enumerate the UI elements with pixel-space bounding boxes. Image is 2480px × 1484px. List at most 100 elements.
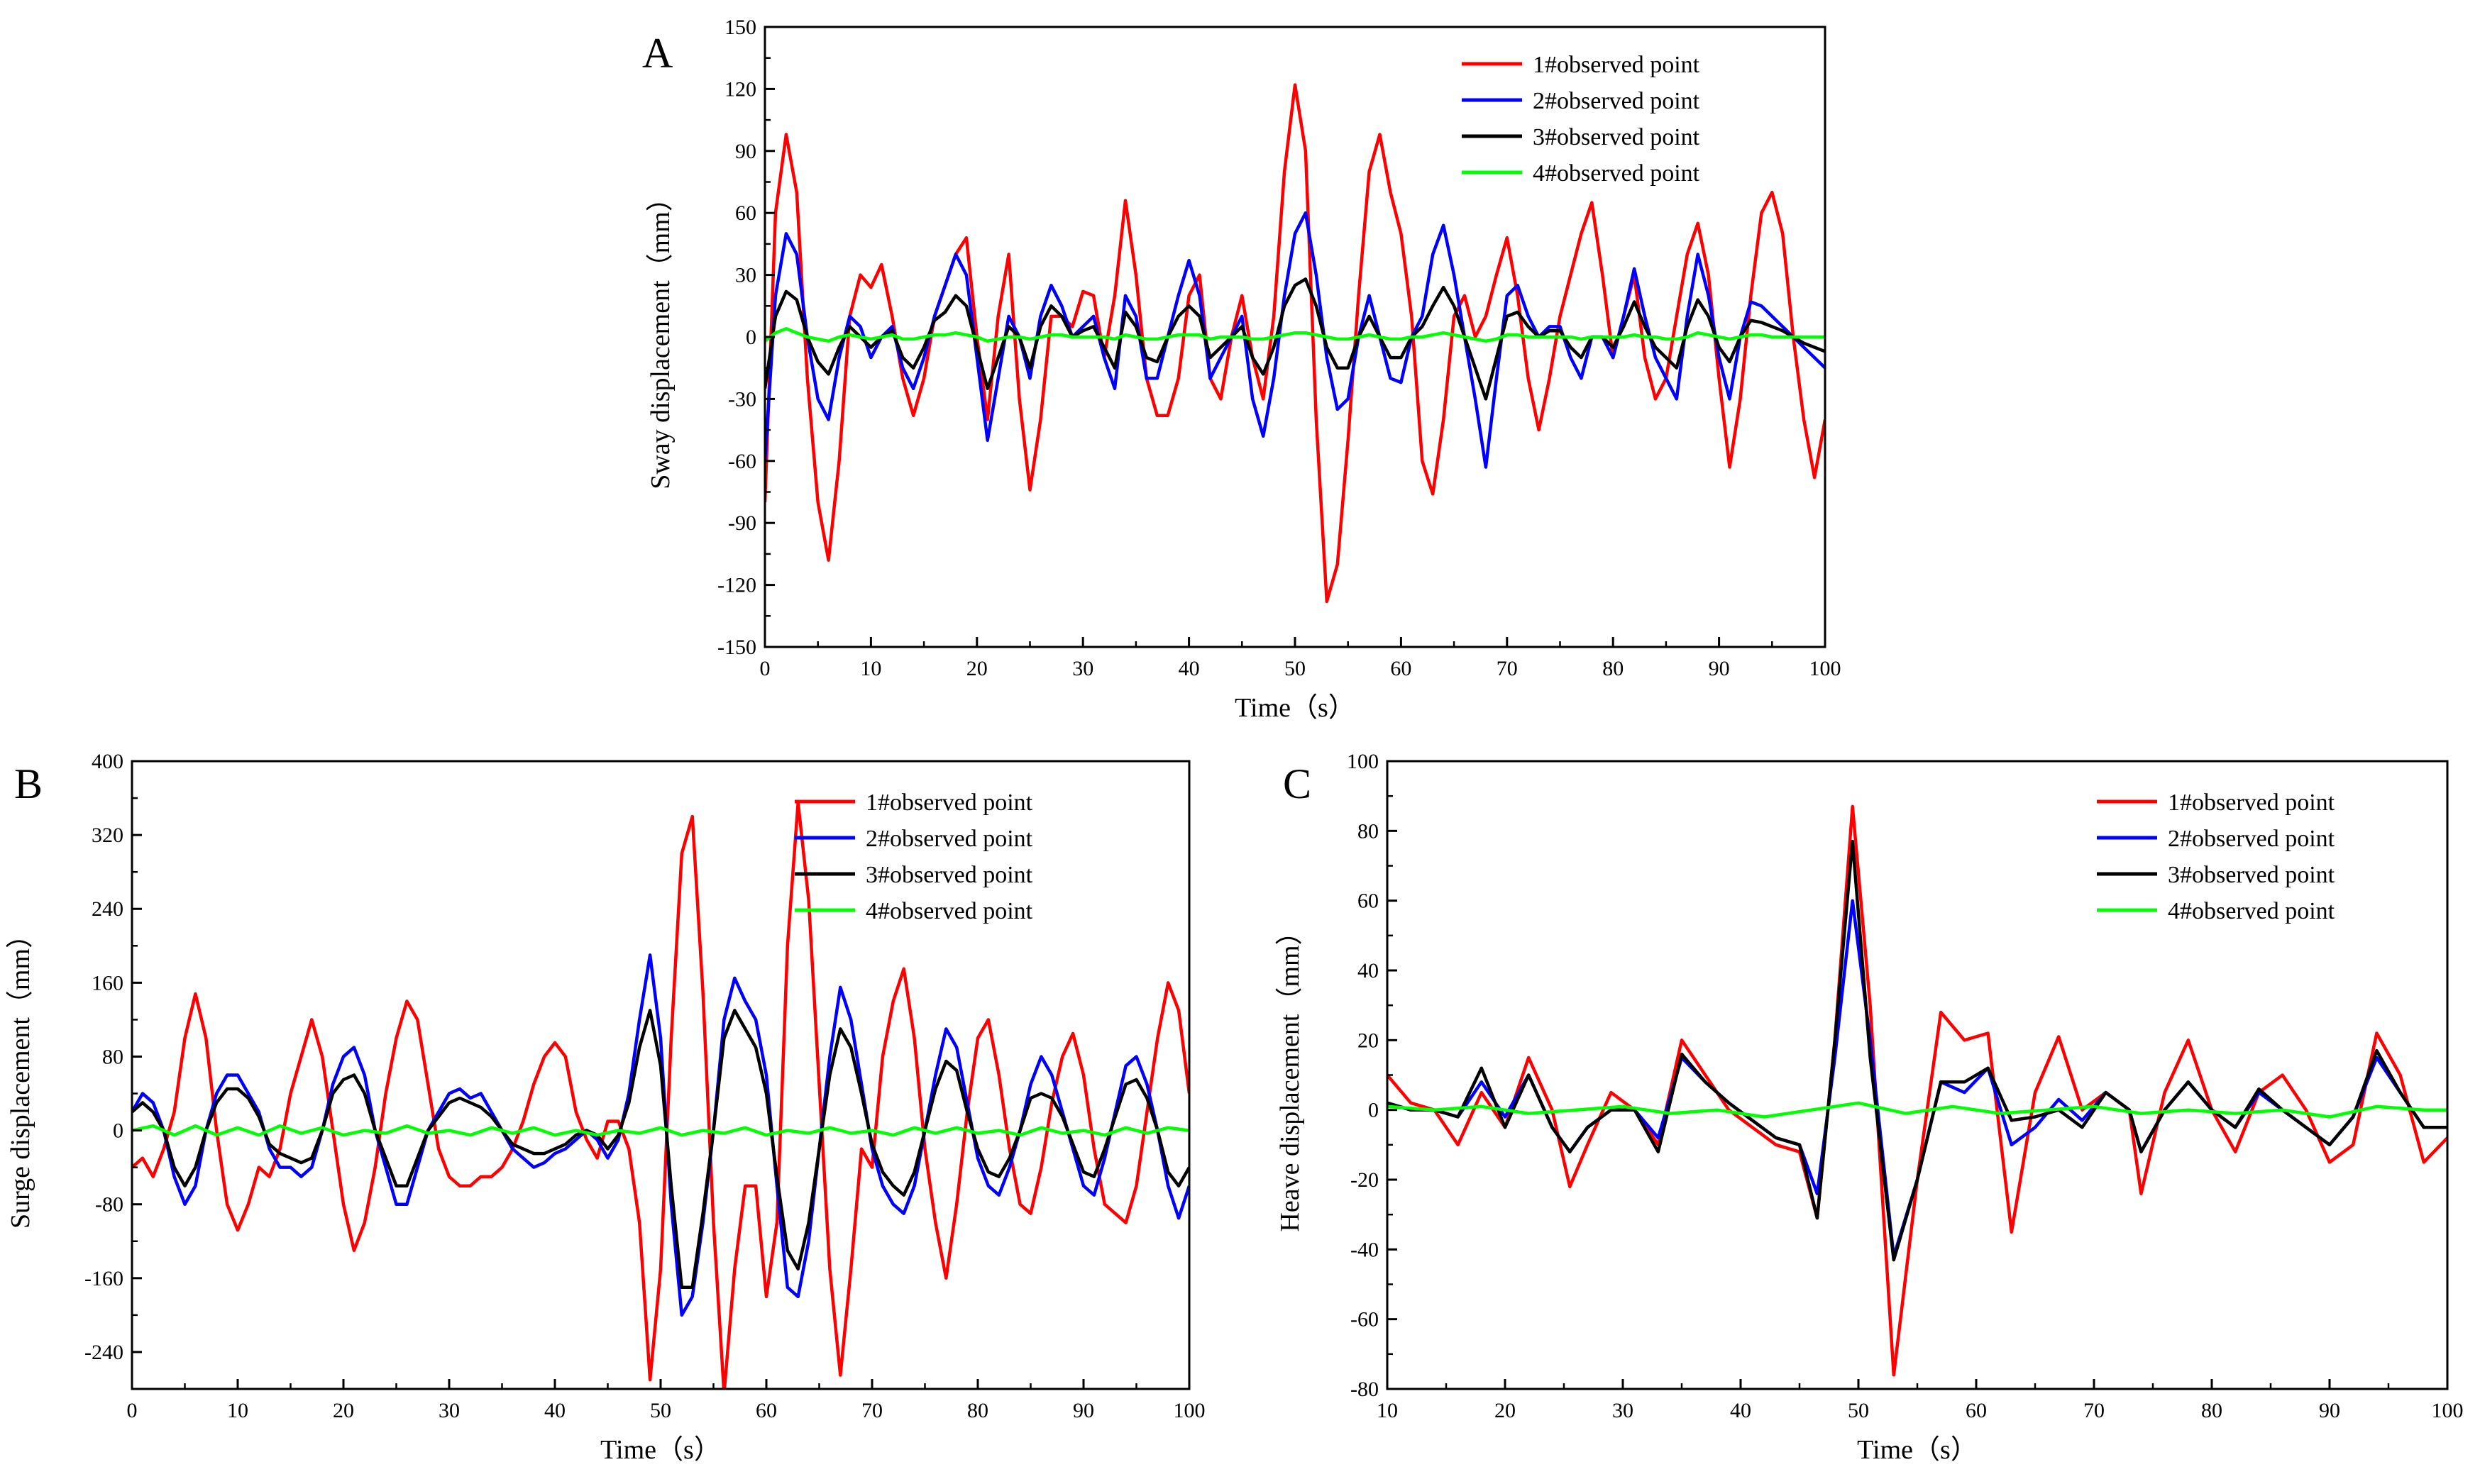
- y-tick-label: 320: [92, 824, 123, 847]
- y-tick-label: -20: [1350, 1168, 1379, 1192]
- x-axis-label: Time（s）: [1857, 1435, 1978, 1465]
- series-line-3: [765, 277, 1825, 401]
- series-line-1: [1387, 804, 2447, 1377]
- x-axis-label: Time（s）: [600, 1435, 721, 1465]
- legend-label: 1#observed point: [2168, 790, 2335, 816]
- x-tick-label: 60: [1390, 657, 1411, 680]
- x-tick-label: 0: [760, 657, 771, 680]
- y-tick-label: -60: [728, 450, 756, 473]
- x-tick-label: 10: [860, 657, 881, 680]
- y-tick-label: -90: [728, 511, 756, 535]
- x-tick-label: 90: [2319, 1399, 2340, 1422]
- x-tick-label: 50: [650, 1399, 671, 1422]
- y-tick-label: 80: [102, 1045, 123, 1068]
- y-tick-label: -40: [1350, 1238, 1379, 1261]
- x-tick-label: 80: [967, 1399, 988, 1422]
- legend-label: 2#observed point: [866, 826, 1033, 852]
- y-tick-label: 90: [735, 140, 756, 163]
- x-tick-label: 90: [1073, 1399, 1094, 1422]
- y-tick-label: 60: [1357, 890, 1379, 913]
- x-tick-label: 70: [861, 1399, 883, 1422]
- y-tick-label: -240: [84, 1341, 123, 1364]
- legend: 1#observed point 2#observed point 3#observ…: [2097, 790, 2335, 924]
- x-tick-label: 10: [1377, 1399, 1398, 1422]
- x-tick-label: 40: [544, 1399, 566, 1422]
- panel-letter: B: [14, 760, 43, 807]
- y-tick-label: 80: [1357, 819, 1379, 843]
- y-tick-label: -120: [717, 574, 756, 597]
- x-tick-label: 30: [1612, 1399, 1633, 1422]
- y-tick-label: 30: [735, 264, 756, 287]
- y-tick-label: 150: [724, 16, 756, 39]
- series-line-3: [1387, 839, 2447, 1262]
- x-tick-label: 90: [1709, 657, 1730, 680]
- series-line-4: [1387, 1101, 2447, 1119]
- legend: 1#observed point 2#observed point 3#observ…: [795, 790, 1033, 924]
- x-axis-label: Time（s）: [1235, 693, 1355, 723]
- x-tick-label: 30: [439, 1399, 460, 1422]
- x-tick-label: 30: [1072, 657, 1093, 680]
- y-tick-label: 0: [1368, 1099, 1379, 1122]
- legend-label: 3#observed point: [2168, 862, 2335, 888]
- y-tick-label: -60: [1350, 1308, 1379, 1331]
- legend: 1#observed point 2#observed point 3#observ…: [1462, 52, 1700, 187]
- series-line-3: [132, 1009, 1189, 1290]
- y-axis-label: Sway displacement（mm）: [646, 184, 676, 489]
- legend-label: 3#observed point: [866, 862, 1033, 888]
- series-line-4: [132, 1124, 1189, 1137]
- x-tick-label: 60: [756, 1399, 777, 1422]
- x-tick-label: 100: [1809, 657, 1841, 680]
- x-tick-label: 40: [1179, 657, 1200, 680]
- x-tick-label: 40: [1730, 1399, 1751, 1422]
- y-tick-label: 0: [113, 1119, 123, 1143]
- series-line-4: [765, 327, 1825, 343]
- legend-label: 2#observed point: [1533, 88, 1700, 114]
- y-tick-label: -80: [95, 1193, 123, 1217]
- legend-label: 1#observed point: [1533, 52, 1700, 78]
- panel-c: 10 20 30 40 50 60 70 80 90 100 -80 -60 -40 -20 0 20 40 60…: [1275, 750, 2464, 1465]
- panel-letter: C: [1283, 760, 1311, 807]
- y-tick-label: 400: [92, 750, 123, 773]
- panel-b: 0 10 20 30 40 50 60 70 80 90 100 -240 -160 -80 0 80 160 2…: [6, 750, 1206, 1465]
- series-line-2: [1387, 899, 2447, 1258]
- plot-frame: [1386, 760, 2449, 1390]
- y-tick-label: -160: [84, 1267, 123, 1290]
- panel-letter: A: [642, 30, 673, 77]
- legend-label: 1#observed point: [866, 790, 1033, 816]
- y-axis-label: Surge displacement（mm）: [6, 921, 35, 1229]
- x-tick-label: 20: [333, 1399, 354, 1422]
- y-tick-label: 100: [1347, 750, 1379, 773]
- y-tick-label: 20: [1357, 1029, 1379, 1052]
- panel-a: 0 10 20 30 40 50 60 70 80 90 100 -150 -120 -90 -60 -30 0…: [642, 16, 1841, 723]
- legend-label: 4#observed point: [866, 898, 1033, 924]
- x-tick-label: 20: [1494, 1399, 1516, 1422]
- x-tick-label: 60: [1966, 1399, 1987, 1422]
- legend-label: 2#observed point: [2168, 826, 2335, 852]
- y-axis-label: Heave displacement（mm）: [1275, 918, 1305, 1231]
- x-tick-label: 100: [1174, 1399, 1206, 1422]
- y-tick-label: -150: [717, 636, 756, 659]
- x-tick-label: 70: [2083, 1399, 2105, 1422]
- legend-label: 4#observed point: [2168, 898, 2335, 924]
- y-tick-label: 60: [735, 201, 756, 225]
- y-tick-label: 0: [746, 326, 756, 349]
- y-tick-label: -80: [1350, 1378, 1379, 1401]
- y-tick-label: -30: [728, 387, 756, 411]
- y-tick-label: 120: [724, 77, 756, 101]
- y-tick-label: 40: [1357, 959, 1379, 982]
- series-line-1: [132, 801, 1189, 1389]
- x-tick-label: 100: [2432, 1399, 2464, 1422]
- y-tick-label: 240: [92, 897, 123, 921]
- x-tick-label: 80: [2201, 1399, 2222, 1422]
- legend-label: 4#observed point: [1533, 160, 1700, 187]
- legend-label: 3#observed point: [1533, 124, 1700, 150]
- x-tick-label: 10: [227, 1399, 248, 1422]
- series-line-2: [132, 953, 1189, 1317]
- x-tick-label: 80: [1602, 657, 1624, 680]
- x-tick-label: 20: [966, 657, 988, 680]
- x-tick-label: 50: [1284, 657, 1306, 680]
- y-tick-label: 160: [92, 971, 123, 995]
- x-tick-label: 0: [127, 1399, 138, 1422]
- x-tick-label: 50: [1848, 1399, 1869, 1422]
